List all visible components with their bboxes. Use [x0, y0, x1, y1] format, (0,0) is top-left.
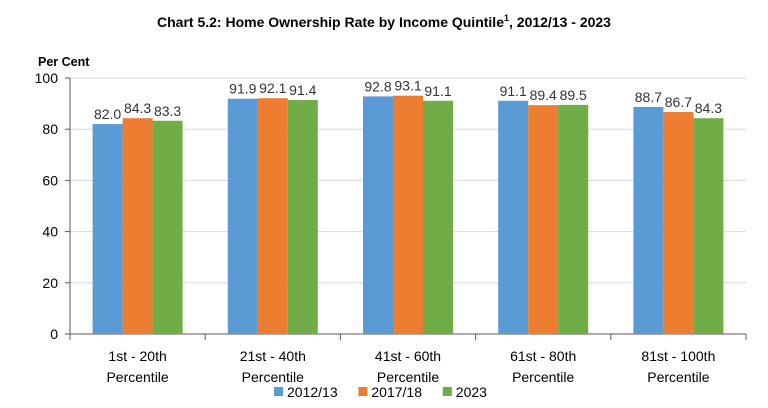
- legend-swatch: [274, 387, 283, 396]
- data-label: 92.1: [259, 80, 286, 96]
- x-tick-label: 81st - 100th: [641, 348, 715, 364]
- bar: [423, 100, 453, 334]
- data-label: 86.7: [665, 94, 692, 110]
- legend-label: 2023: [456, 384, 487, 400]
- bar: [363, 96, 393, 334]
- x-tick-label: Percentile: [106, 369, 168, 385]
- y-tick-label: 60: [42, 172, 58, 188]
- bar: [633, 106, 664, 334]
- y-tick-label: 20: [42, 275, 58, 291]
- data-label: 88.7: [635, 89, 662, 105]
- legend-label: 2012/13: [287, 384, 338, 400]
- y-tick-label: 40: [42, 224, 58, 240]
- x-tick-label: Percentile: [647, 369, 709, 385]
- bar: [227, 98, 258, 335]
- data-label: 84.3: [695, 100, 722, 116]
- x-tick-label: Percentile: [242, 369, 304, 385]
- bar: [558, 104, 589, 334]
- data-label: 89.5: [560, 87, 587, 103]
- legend-swatch: [358, 387, 368, 396]
- data-label: 89.4: [530, 87, 557, 103]
- bar: [393, 95, 423, 334]
- y-tick-label: 80: [42, 121, 58, 137]
- x-tick-label: 61st - 80th: [510, 348, 576, 364]
- x-tick-label: 1st - 20th: [108, 348, 166, 364]
- bar: [528, 105, 559, 334]
- data-label: 93.1: [394, 78, 421, 94]
- data-label: 83.3: [154, 103, 181, 119]
- data-label: 91.9: [229, 81, 256, 97]
- data-label: 91.4: [289, 82, 316, 98]
- bar: [257, 98, 288, 334]
- bar: [498, 100, 529, 334]
- data-label: 92.8: [364, 78, 391, 94]
- x-tick-label: 41st - 60th: [375, 348, 441, 364]
- bar: [693, 118, 724, 334]
- bar: [152, 120, 183, 334]
- data-label: 82.0: [94, 106, 121, 122]
- x-tick-label: Percentile: [377, 369, 439, 385]
- bar: [287, 100, 318, 335]
- data-label: 84.3: [124, 100, 151, 116]
- x-tick-label: 21st - 40th: [240, 348, 306, 364]
- x-tick-label: Percentile: [512, 369, 574, 385]
- data-label: 91.1: [500, 83, 527, 99]
- data-label: 91.1: [424, 83, 451, 99]
- y-axis-label: Per Cent: [38, 55, 90, 69]
- legend-label: 2017/18: [371, 384, 422, 400]
- legend-swatch: [442, 387, 452, 396]
- bar: [663, 112, 694, 334]
- bar: [122, 118, 153, 334]
- chart-title: Chart 5.2: Home Ownership Rate by Income…: [157, 13, 611, 30]
- bar: [92, 124, 123, 334]
- y-tick-label: 0: [50, 326, 58, 342]
- y-tick-label: 100: [35, 70, 59, 86]
